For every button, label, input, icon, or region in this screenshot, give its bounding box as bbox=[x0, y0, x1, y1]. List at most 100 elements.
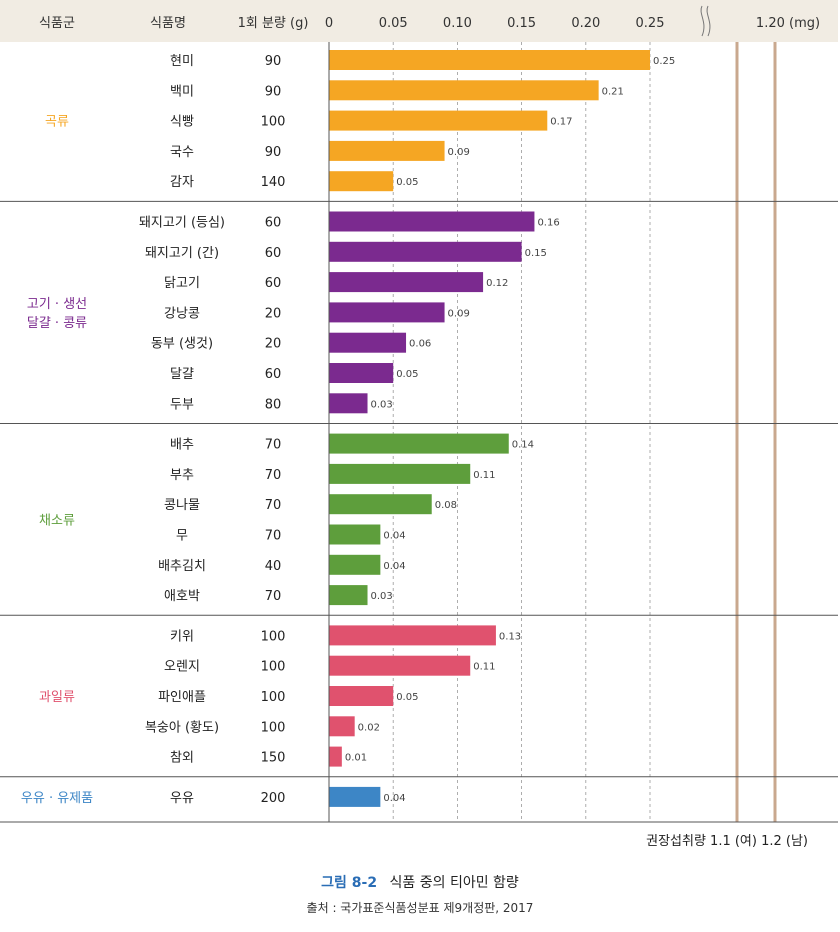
serving-label: 90 bbox=[265, 84, 282, 99]
food-group-label: 곡류 bbox=[45, 115, 69, 130]
bar bbox=[329, 494, 432, 515]
x-tick-label: 0.05 bbox=[379, 16, 408, 31]
serving-label: 100 bbox=[261, 629, 286, 644]
food-name-label: 감자 bbox=[170, 175, 194, 190]
bar bbox=[329, 211, 535, 232]
bar-value-label: 0.25 bbox=[653, 56, 675, 67]
bar-value-label: 0.13 bbox=[499, 631, 521, 642]
bar bbox=[329, 585, 368, 606]
food-name-label: 배추김치 bbox=[158, 559, 206, 574]
serving-label: 60 bbox=[265, 246, 282, 261]
serving-label: 70 bbox=[265, 468, 282, 483]
food-name-label: 참외 bbox=[170, 751, 194, 766]
food-group-label: 고기 · 생선 달걀 · 콩류 bbox=[27, 297, 87, 331]
bar bbox=[329, 80, 599, 101]
food-name-label: 돼지고기 (간) bbox=[145, 246, 219, 261]
bar bbox=[329, 786, 381, 807]
bar bbox=[329, 140, 445, 161]
bar bbox=[329, 393, 368, 414]
x-tick-label: 0.15 bbox=[507, 16, 536, 31]
bar-value-label: 0.04 bbox=[383, 531, 405, 542]
serving-label: 20 bbox=[265, 337, 282, 352]
bar-value-label: 0.04 bbox=[383, 561, 405, 572]
bar bbox=[329, 110, 548, 131]
bar bbox=[329, 686, 394, 706]
bar bbox=[329, 433, 509, 454]
food-name-label: 복숭아 (황도) bbox=[145, 720, 219, 735]
food-name-label: 무 bbox=[176, 529, 188, 544]
bar bbox=[329, 554, 381, 575]
serving-label: 60 bbox=[265, 276, 282, 291]
serving-label: 60 bbox=[265, 367, 282, 382]
serving-label: 100 bbox=[261, 720, 286, 735]
bar-value-label: 0.06 bbox=[409, 339, 431, 350]
food-name-label: 돼지고기 (등심) bbox=[139, 216, 225, 231]
x-tick-label: 0 bbox=[325, 16, 333, 31]
bar-value-label: 0.05 bbox=[396, 369, 418, 380]
serving-label: 20 bbox=[265, 306, 282, 321]
figure-number: 그림 8-2 bbox=[321, 875, 377, 891]
bar-value-label: 0.05 bbox=[396, 692, 418, 703]
bar bbox=[329, 50, 650, 70]
food-name-label: 현미 bbox=[170, 54, 194, 69]
food-name-label: 국수 bbox=[170, 145, 194, 160]
food-name-label: 강낭콩 bbox=[164, 306, 200, 321]
bar-value-label: 0.17 bbox=[550, 117, 572, 128]
bar-value-label: 0.09 bbox=[448, 308, 470, 319]
bar-value-label: 0.03 bbox=[371, 591, 393, 602]
food-name-label: 부추 bbox=[170, 468, 194, 483]
recommended-intake-note: 권장섭취량 1.1 (여) 1.2 (남) bbox=[646, 834, 808, 849]
serving-label: 70 bbox=[265, 589, 282, 604]
figure-source: 출처 : 국가표준식품성분표 제9개정판, 2017 bbox=[307, 901, 534, 915]
axis-break-marker bbox=[700, 5, 711, 37]
serving-label: 100 bbox=[261, 660, 286, 675]
bar bbox=[329, 302, 445, 323]
bar-value-label: 0.09 bbox=[448, 147, 470, 158]
food-group-label: 과일류 bbox=[39, 690, 75, 705]
bar-value-label: 0.16 bbox=[537, 218, 559, 229]
figure-title: 식품 중의 티아민 함량 bbox=[390, 875, 519, 891]
serving-label: 70 bbox=[265, 438, 282, 453]
food-group-label: 채소류 bbox=[39, 513, 75, 528]
bar-value-label: 0.03 bbox=[371, 399, 393, 410]
serving-label: 100 bbox=[261, 115, 286, 130]
serving-label: 90 bbox=[265, 54, 282, 69]
bar-value-label: 0.11 bbox=[473, 470, 495, 481]
bar-value-label: 0.04 bbox=[383, 793, 405, 804]
serving-label: 60 bbox=[265, 216, 282, 231]
break-tick-label: 1.20 (mg) bbox=[756, 16, 820, 31]
bar bbox=[329, 655, 471, 676]
food-name-label: 동부 (생것) bbox=[151, 337, 213, 352]
bar bbox=[329, 272, 484, 293]
serving-label: 70 bbox=[265, 498, 282, 513]
food-column-header: 식품명 bbox=[150, 16, 186, 31]
food-group-label: 우유 · 유제품 bbox=[21, 791, 93, 806]
food-name-label: 키위 bbox=[170, 629, 194, 644]
bar bbox=[329, 746, 342, 767]
serving-label: 100 bbox=[261, 690, 286, 705]
food-name-label: 두부 bbox=[170, 397, 194, 412]
bar-value-label: 0.05 bbox=[396, 177, 418, 188]
bar-value-label: 0.14 bbox=[512, 440, 534, 451]
bar bbox=[329, 363, 394, 383]
figure-caption: 그림 8-2 식품 중의 티아민 함량 bbox=[321, 875, 519, 891]
bar-value-label: 0.21 bbox=[602, 86, 624, 97]
food-name-label: 애호박 bbox=[164, 589, 200, 604]
food-name-label: 달걀 bbox=[170, 367, 194, 382]
bar-value-label: 0.15 bbox=[525, 248, 547, 259]
x-tick-labels: 0 0.05 0.10 0.15 0.20 0.25 bbox=[325, 16, 665, 31]
food-name-label: 백미 bbox=[170, 84, 194, 99]
food-name-label: 배추 bbox=[170, 438, 194, 453]
bar bbox=[329, 332, 407, 353]
serving-label: 200 bbox=[261, 791, 286, 806]
header-band bbox=[0, 0, 838, 42]
chart-rows: 현미 90 0.25 백미 90 0.21 식빵 100 0.17 국수 90 0.09 감자 140 0.… bbox=[0, 50, 838, 807]
serving-column-header: 1회 분량 (g) bbox=[238, 16, 309, 31]
food-name-label: 콩나물 bbox=[164, 498, 200, 513]
group-column-header: 식품군 bbox=[39, 16, 75, 31]
bar bbox=[329, 241, 522, 262]
x-tick-label: 0.20 bbox=[571, 16, 600, 31]
food-name-label: 우유 bbox=[170, 791, 194, 806]
bar-value-label: 0.11 bbox=[473, 662, 495, 673]
